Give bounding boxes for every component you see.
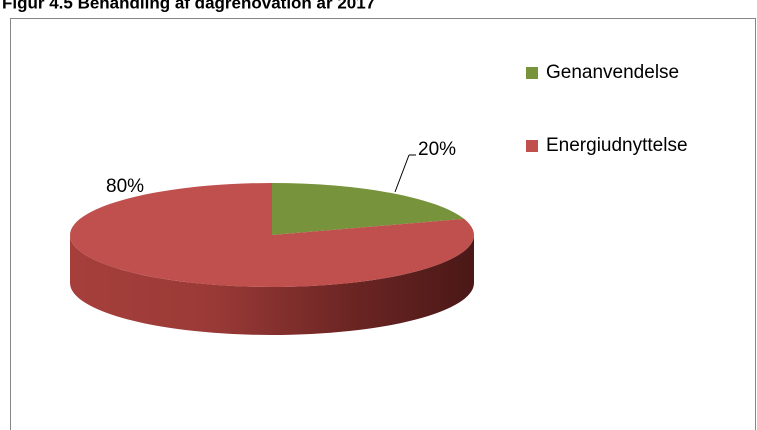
legend-label: Energiudnyttelse <box>546 135 688 156</box>
pie-side <box>70 235 474 335</box>
legend-swatch <box>526 67 538 79</box>
chart-title: Figur 4.5 Behandling af dagrenovation år… <box>2 0 375 12</box>
data-label: 80% <box>106 176 144 197</box>
legend-swatch <box>526 140 538 152</box>
data-label: 20% <box>418 139 456 160</box>
pie-slice <box>272 183 465 235</box>
pie-slice <box>69 183 474 287</box>
legend-label: Genanvendelse <box>546 62 679 83</box>
leader-line <box>394 154 410 193</box>
